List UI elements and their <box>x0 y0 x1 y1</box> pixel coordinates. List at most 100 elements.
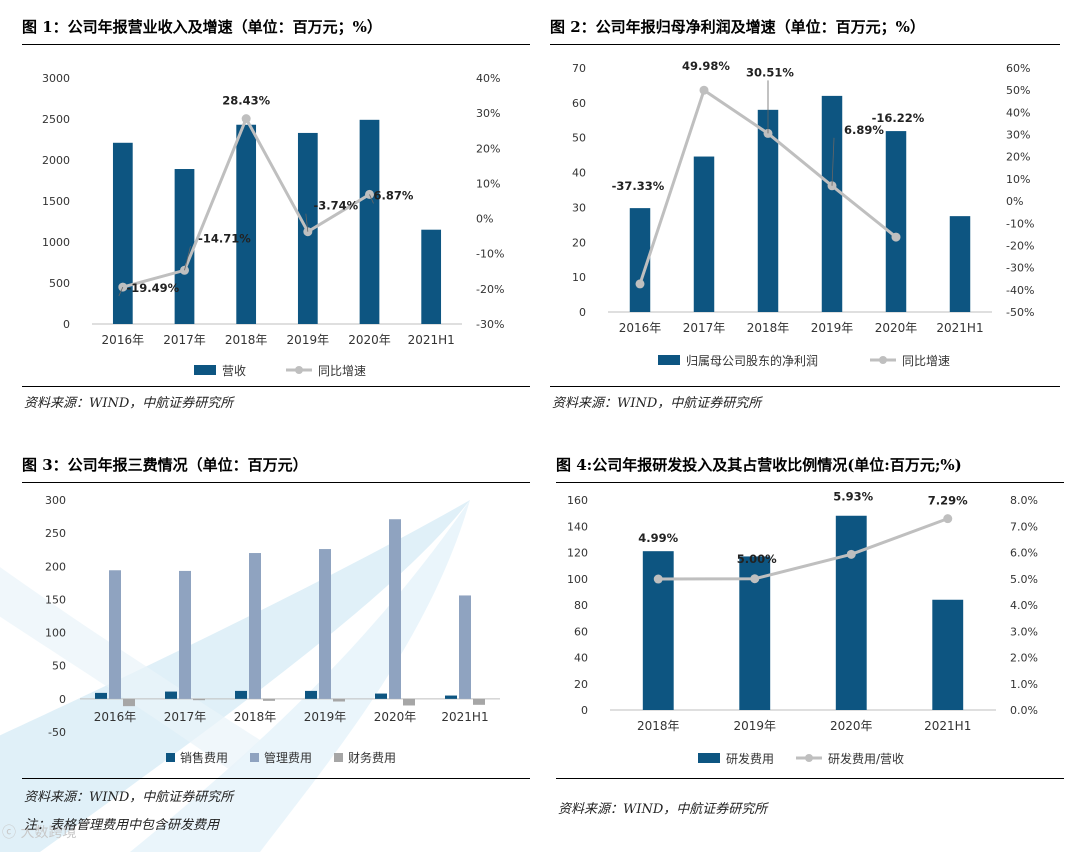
legend-swatch-bar <box>194 365 216 375</box>
y-right-tick-label: -20% <box>476 283 504 296</box>
x-tick-label: 2017年 <box>164 710 207 724</box>
y-right-tick-label: -30% <box>476 318 504 331</box>
legend-swatch <box>250 753 259 762</box>
bar-销售费用 <box>165 691 177 699</box>
data-label: 5.93% <box>833 489 873 503</box>
y-right-tick-label: 20% <box>1006 151 1030 164</box>
watermark-text: 大数跨境 <box>20 825 77 841</box>
bar-营收 <box>359 119 380 324</box>
y-right-tick-label: -10% <box>1006 217 1034 230</box>
data-label: 6.87% <box>374 188 414 202</box>
y-right-tick-label: 10% <box>1006 173 1030 186</box>
chart-title-3: 图 3：公司年报三费情况（单位：百万元） <box>22 456 308 474</box>
y-tick-label: 250 <box>45 527 66 540</box>
note-3: 注：表格管理费用中包含研发费用 <box>24 818 220 833</box>
y-left-tick-label: 70 <box>572 62 586 75</box>
title-rule-3 <box>22 482 530 483</box>
x-tick-label: 2021H1 <box>441 710 488 724</box>
x-tick-label: 2021H1 <box>936 321 983 335</box>
source-rule-1 <box>22 386 530 387</box>
data-label: -3.74% <box>313 199 358 213</box>
x-tick-label: 2019年 <box>811 321 854 335</box>
y-left-tick-label: 2000 <box>42 154 70 167</box>
data-label: 28.43% <box>222 94 270 108</box>
legend-label: 归属母公司股东的净利润 <box>686 353 818 368</box>
x-tick-label: 2020年 <box>348 333 391 347</box>
y-right-tick-label: 3.0% <box>1010 625 1038 638</box>
x-tick-label: 2018年 <box>637 719 680 733</box>
data-label: -19.49% <box>126 281 179 295</box>
legend-swatch-bar <box>698 753 720 763</box>
data-label: 4.99% <box>638 531 678 545</box>
bar-财务费用 <box>473 698 485 705</box>
legend-label: 财务费用 <box>348 750 396 765</box>
y-right-tick-label: 2.0% <box>1010 652 1038 665</box>
y-tick-label: 0 <box>59 693 66 706</box>
title-rule-4 <box>556 482 1064 483</box>
bar-销售费用 <box>95 692 107 699</box>
y-tick-label: 100 <box>45 627 66 640</box>
legend-label: 同比增速 <box>318 364 366 378</box>
x-tick-label: 2021H1 <box>924 719 971 733</box>
legend-swatch <box>166 753 175 762</box>
y-right-tick-label: 30% <box>476 107 500 120</box>
line-point <box>241 114 251 124</box>
bar-归属母公司股东的净利润 <box>629 208 651 312</box>
source-rule-4 <box>556 778 1064 779</box>
y-right-tick-label: 0% <box>476 213 493 226</box>
y-tick-label: 50 <box>52 660 66 673</box>
x-tick-label: 2020年 <box>875 321 918 335</box>
source-1: 资料来源：WIND，中航证券研究所 <box>24 396 234 411</box>
legend-label: 销售费用 <box>180 750 228 765</box>
y-right-tick-label: 0.0% <box>1010 704 1038 717</box>
y-right-tick-label: 7.0% <box>1010 520 1038 533</box>
legend-swatch-marker <box>295 366 303 374</box>
data-label: -16.22% <box>872 111 925 125</box>
y-left-tick-label: 30 <box>572 201 586 214</box>
y-right-tick-label: -50% <box>1006 306 1034 319</box>
bar-财务费用 <box>333 698 345 702</box>
y-left-tick-label: 20 <box>572 236 586 249</box>
line-point <box>635 279 645 289</box>
x-tick-label: 2019年 <box>304 710 347 724</box>
data-label: 7.29% <box>928 494 968 508</box>
y-left-tick-label: 160 <box>567 494 588 507</box>
bar-营收 <box>236 124 257 325</box>
y-tick-label: 200 <box>45 560 66 573</box>
chart-panel-3: 图 3：公司年报三费情况（单位：百万元） -50 0 50 100 150 200 250 3… <box>22 452 530 842</box>
bar-营收 <box>112 142 133 324</box>
x-tick-label: 2018年 <box>747 321 790 335</box>
data-label-leader <box>831 137 835 186</box>
legend-swatch-marker <box>879 356 887 364</box>
y-left-tick-label: 40 <box>574 652 588 665</box>
bar-归属母公司股东的净利润 <box>757 109 779 312</box>
y-right-tick-label: 8.0% <box>1010 494 1038 507</box>
legend-swatch-marker <box>805 754 813 762</box>
y-left-tick-label: 60 <box>574 625 588 638</box>
bar-销售费用 <box>235 690 247 699</box>
x-tick-label: 2018年 <box>234 710 277 724</box>
bar-归属母公司股东的净利润 <box>693 156 715 312</box>
x-tick-label: 2020年 <box>374 710 417 724</box>
line-point <box>891 232 901 242</box>
y-right-tick-label: 10% <box>476 177 500 190</box>
x-tick-label: 2020年 <box>830 719 873 733</box>
y-right-tick-label: 30% <box>1006 129 1030 142</box>
bar-财务费用 <box>403 698 415 706</box>
y-left-tick-label: 0 <box>581 704 588 717</box>
y-right-tick-label: 4.0% <box>1010 599 1038 612</box>
bar-营收 <box>174 169 195 324</box>
y-right-tick-label: -30% <box>1006 262 1034 275</box>
line-研发费用/营收 <box>658 517 949 581</box>
data-label-leader <box>369 194 374 204</box>
y-left-tick-label: 120 <box>567 547 588 560</box>
line-point <box>653 574 663 584</box>
line-point <box>943 514 953 524</box>
bar-财务费用 <box>123 698 135 707</box>
bar-财务费用 <box>263 698 275 701</box>
legend-label: 管理费用 <box>264 750 312 765</box>
data-label: -14.71% <box>198 231 251 245</box>
y-right-tick-label: -40% <box>1006 284 1034 297</box>
y-right-tick-label: 40% <box>1006 106 1030 119</box>
bar-财务费用 <box>193 698 205 701</box>
